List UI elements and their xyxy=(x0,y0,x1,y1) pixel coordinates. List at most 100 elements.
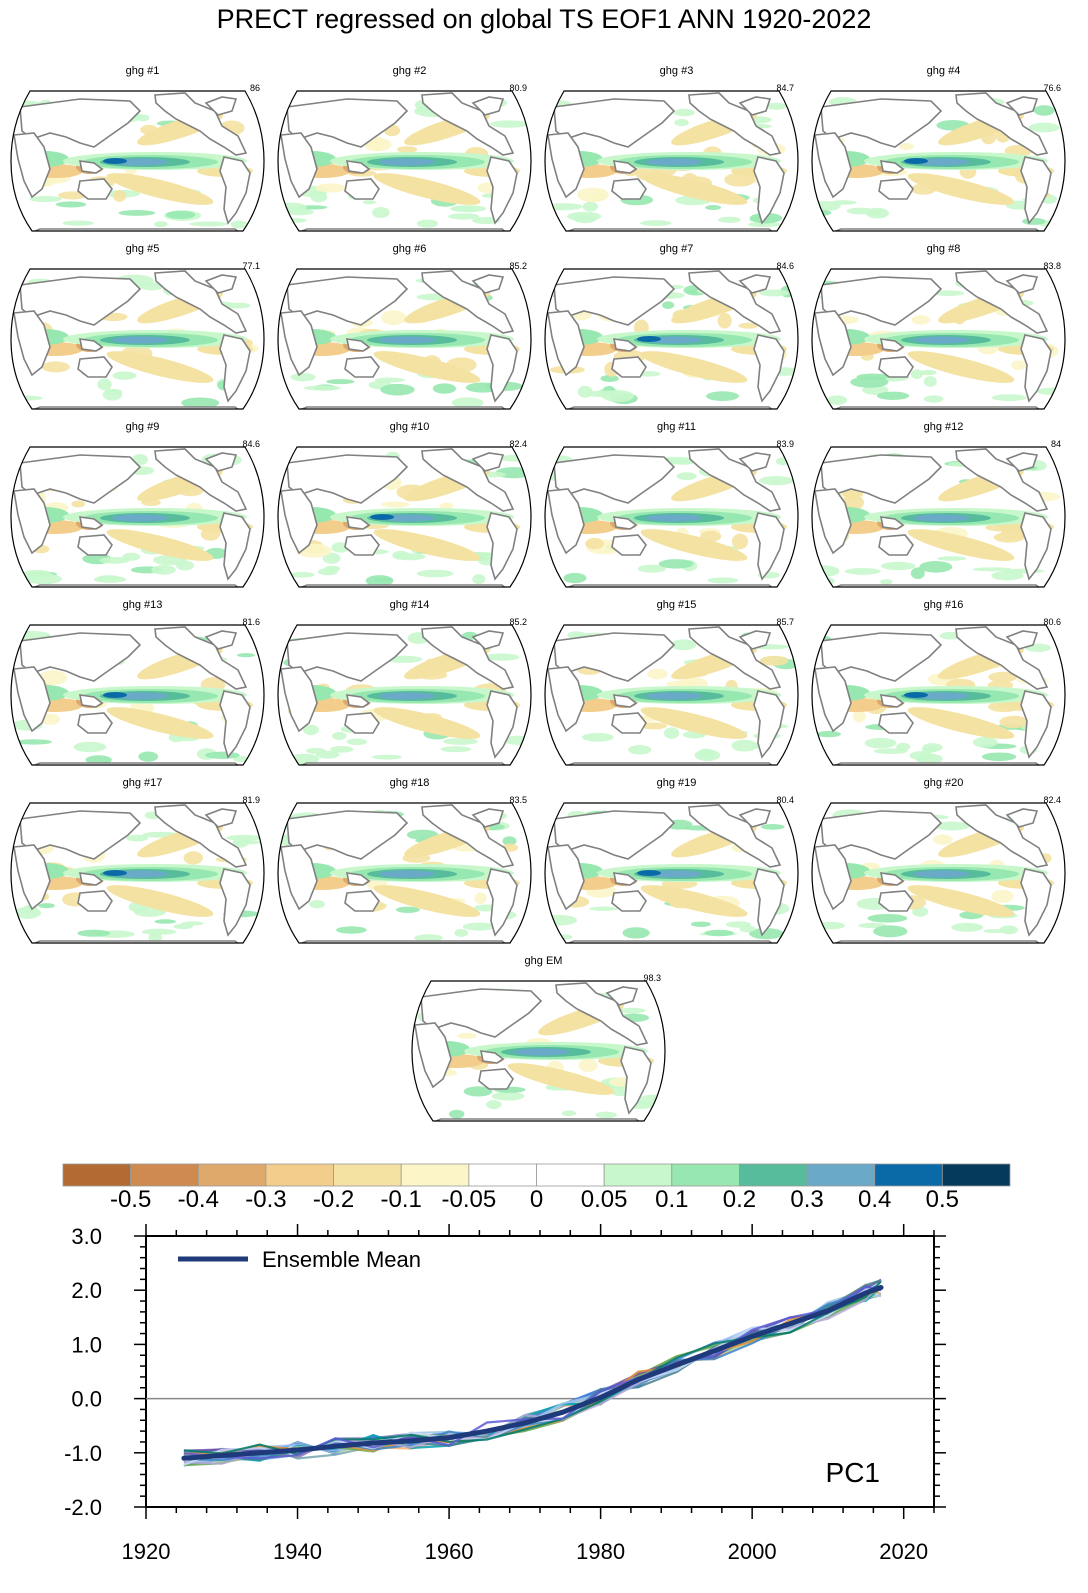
ensemble-member-line xyxy=(183,1287,882,1467)
map-panel-variance-explained: 81.6 xyxy=(242,617,260,627)
colorbar-tick-label: -0.1 xyxy=(381,1186,422,1211)
map-panel: ghg #11 83.9 xyxy=(544,421,809,598)
colorbar-tick-label: 0.4 xyxy=(858,1186,891,1211)
map-panel: ghg #13 81.6 xyxy=(10,599,275,776)
map-panel: ghg #9 84.6 xyxy=(10,421,275,598)
map-panel: ghg #3 84.7 xyxy=(544,65,809,242)
world-map xyxy=(277,268,532,410)
ensemble-member-line xyxy=(183,1283,882,1458)
y-tick-label: 1.0 xyxy=(71,1332,102,1357)
map-panel-variance-explained: 76.6 xyxy=(1043,83,1061,93)
colorbar-swatch xyxy=(197,1163,267,1187)
colorbar-tick-label: 0.1 xyxy=(655,1186,688,1211)
world-map xyxy=(10,802,265,944)
map-panel-title: ghg #5 xyxy=(125,243,160,255)
map-panel-title: ghg #8 xyxy=(926,243,961,255)
world-map xyxy=(10,90,265,232)
map-panel-title: ghg #19 xyxy=(656,777,697,789)
y-tick-label: -2.0 xyxy=(64,1495,102,1520)
map-panel: ghg EM 98.3 xyxy=(411,955,676,1132)
page-title: PRECT regressed on global TS EOF1 ANN 19… xyxy=(216,4,872,34)
x-tick-label: 1920 xyxy=(122,1539,171,1564)
map-panel: ghg #17 81.9 xyxy=(10,777,275,954)
colorbar-swatch xyxy=(806,1163,876,1187)
y-tick-label: -1.0 xyxy=(64,1441,102,1466)
map-panel-variance-explained: 84.6 xyxy=(242,439,260,449)
world-map xyxy=(10,268,265,410)
map-panel-variance-explained: 80.9 xyxy=(509,83,527,93)
ensemble-member-line xyxy=(183,1280,882,1465)
world-map xyxy=(277,802,532,944)
map-panel-title: ghg #10 xyxy=(389,421,430,433)
map-panel-variance-explained: 86 xyxy=(249,83,260,93)
world-map xyxy=(544,268,799,410)
map-panel: ghg #14 85.2 xyxy=(277,599,542,776)
world-map xyxy=(811,268,1066,410)
x-tick-label: 2020 xyxy=(879,1539,928,1564)
x-tick-label: 1960 xyxy=(425,1539,474,1564)
map-panel-title: ghg #20 xyxy=(923,777,964,789)
colorbar-swatch xyxy=(941,1163,1011,1187)
map-panel-variance-explained: 98.3 xyxy=(643,973,661,983)
colorbar-tick-label: -0.3 xyxy=(245,1186,286,1211)
map-panel-title: ghg #4 xyxy=(926,65,961,77)
ensemble-member-line xyxy=(183,1284,882,1464)
map-panel-title: ghg #1 xyxy=(125,65,160,77)
map-panel-title: ghg #6 xyxy=(392,243,427,255)
map-panel: ghg #4 76.6 xyxy=(811,65,1076,242)
map-panel: ghg #16 80.6 xyxy=(811,599,1076,776)
colorbar-tick-label: -0.5 xyxy=(110,1186,151,1211)
world-map xyxy=(544,802,799,944)
colorbar-swatch xyxy=(333,1163,402,1187)
colorbar-swatch xyxy=(874,1163,943,1187)
ensemble-mean-line xyxy=(181,1285,884,1461)
colorbar-tick-label: 0 xyxy=(530,1186,543,1211)
map-panel-title: ghg #2 xyxy=(392,65,427,77)
pc1-timeseries-chart: 1920 1940 1960 1980 2000 2020 3.0 2.0 1.0 0.0 -1.0… xyxy=(64,1224,946,1564)
map-panel: ghg #5 77.1 xyxy=(10,243,275,420)
colorbar-tick-label: -0.4 xyxy=(178,1186,219,1211)
colorbar-tick-label: 0.05 xyxy=(581,1186,628,1211)
world-map xyxy=(277,624,532,766)
colorbar-swatch xyxy=(603,1163,673,1187)
y-tick-label: 3.0 xyxy=(71,1224,102,1249)
map-panel-variance-explained: 84 xyxy=(1050,439,1061,449)
world-map xyxy=(811,624,1066,766)
ensemble-member-line xyxy=(183,1288,882,1462)
y-tick-label: 2.0 xyxy=(71,1278,102,1303)
ensemble-member-line xyxy=(183,1294,882,1465)
map-panel: ghg #7 84.6 xyxy=(544,243,809,420)
plot-frame xyxy=(145,1235,935,1508)
pc1-label: PC1 xyxy=(826,1457,880,1488)
colorbar-swatch xyxy=(468,1163,537,1187)
world-map xyxy=(277,90,532,232)
ensemble-member-line xyxy=(183,1286,882,1462)
map-panel-variance-explained: 85.2 xyxy=(509,261,527,271)
world-map xyxy=(811,802,1066,944)
map-panel-variance-explained: 85.2 xyxy=(509,617,527,627)
map-panel-variance-explained: 83.5 xyxy=(509,795,527,805)
map-panel-title: ghg #7 xyxy=(659,243,694,255)
colorbar-tick-label: 0.5 xyxy=(926,1186,959,1211)
map-panel-title: ghg #3 xyxy=(659,65,694,77)
world-map xyxy=(811,446,1066,588)
map-panel-variance-explained: 80.6 xyxy=(1043,617,1061,627)
map-panel-title: ghg #18 xyxy=(389,777,430,789)
x-tick-label: 1940 xyxy=(273,1539,322,1564)
map-panel-title: ghg #12 xyxy=(923,421,964,433)
map-panel: ghg #15 85.7 xyxy=(544,599,809,776)
world-map xyxy=(10,446,265,588)
world-map xyxy=(544,624,799,766)
world-map xyxy=(277,446,532,588)
map-panel: ghg #2 80.9 xyxy=(277,65,542,242)
map-panel-title: ghg EM xyxy=(524,955,563,967)
map-panel: ghg #20 82.4 xyxy=(811,777,1076,954)
world-map xyxy=(411,980,666,1122)
map-panel-variance-explained: 77.1 xyxy=(242,261,260,271)
colorbar-tick-label: 0.3 xyxy=(790,1186,823,1211)
ensemble-member-line xyxy=(183,1285,882,1460)
ensemble-member-line xyxy=(183,1294,882,1464)
world-map xyxy=(544,90,799,232)
map-panel-variance-explained: 85.7 xyxy=(776,617,794,627)
colorbar-swatch xyxy=(671,1163,740,1187)
